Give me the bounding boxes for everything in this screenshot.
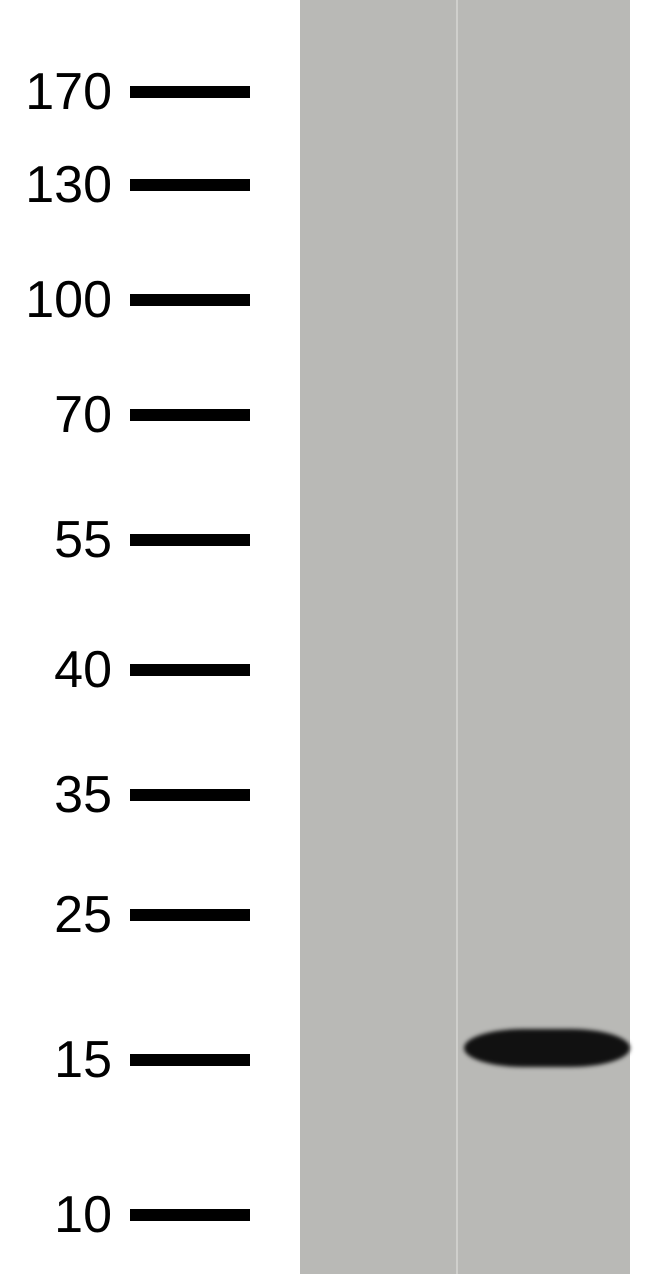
marker-label: 170 xyxy=(0,66,130,118)
molecular-weight-ladder: 170 130 100 70 55 40 35 25 15 10 xyxy=(0,0,300,1274)
marker-row: 10 xyxy=(0,1189,300,1241)
marker-row: 55 xyxy=(0,514,300,566)
marker-row: 35 xyxy=(0,769,300,821)
marker-row: 25 xyxy=(0,889,300,941)
marker-tick xyxy=(130,1209,250,1221)
marker-row: 100 xyxy=(0,274,300,326)
marker-label: 40 xyxy=(0,644,130,696)
lane-divider xyxy=(456,0,458,1274)
marker-label: 15 xyxy=(0,1034,130,1086)
marker-tick xyxy=(130,909,250,921)
marker-label: 55 xyxy=(0,514,130,566)
marker-label: 25 xyxy=(0,889,130,941)
marker-row: 130 xyxy=(0,159,300,211)
marker-tick xyxy=(130,1054,250,1066)
marker-row: 170 xyxy=(0,66,300,118)
marker-label: 100 xyxy=(0,274,130,326)
marker-row: 15 xyxy=(0,1034,300,1086)
marker-label: 35 xyxy=(0,769,130,821)
marker-label: 130 xyxy=(0,159,130,211)
blot-membrane xyxy=(300,0,630,1274)
marker-tick xyxy=(130,86,250,98)
marker-tick xyxy=(130,789,250,801)
marker-row: 40 xyxy=(0,644,300,696)
marker-label: 70 xyxy=(0,389,130,441)
marker-tick xyxy=(130,409,250,421)
marker-label: 10 xyxy=(0,1189,130,1241)
western-blot-figure: 170 130 100 70 55 40 35 25 15 10 xyxy=(0,0,650,1274)
protein-band xyxy=(464,1029,630,1067)
marker-tick xyxy=(130,294,250,306)
marker-row: 70 xyxy=(0,389,300,441)
marker-tick xyxy=(130,534,250,546)
marker-tick xyxy=(130,664,250,676)
marker-tick xyxy=(130,179,250,191)
